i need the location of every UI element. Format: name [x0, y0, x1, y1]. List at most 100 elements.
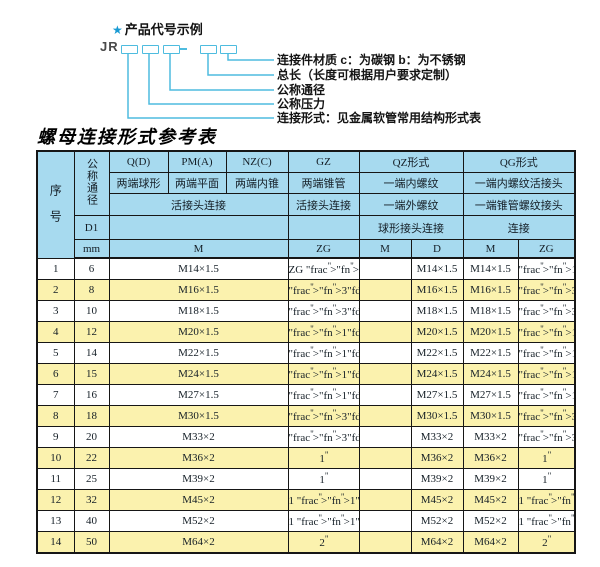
table-row: 920M33×2"frac">"fn">3"fd">4"M33×2M33×2"f… — [36, 426, 576, 448]
header-unit-qz-d: D — [410, 239, 464, 259]
cell-qg-m: M30×1.5 — [462, 405, 519, 427]
cell-qg-zg: "frac">"fn">1"fd">2" — [517, 342, 576, 364]
cell-m: M24×1.5 — [108, 363, 289, 385]
header-conn2-qz: 球形接头连接 — [358, 215, 464, 240]
cell-qz-m — [358, 342, 412, 364]
header-desc-nzc: 两端内锥 — [225, 172, 289, 194]
cell-seq: 6 — [36, 363, 75, 385]
cell-qg-m: M39×2 — [462, 468, 519, 490]
cell-qg-zg: 2" — [517, 531, 576, 554]
table-row: 615M24×1.5"frac">"fn">1"fd">2"M24×1.5M24… — [36, 363, 576, 385]
cell-dn: 32 — [73, 489, 110, 511]
cell-m: M20×1.5 — [108, 321, 289, 343]
cell-qg-m: M16×1.5 — [462, 279, 519, 301]
cell-dn: 22 — [73, 447, 110, 469]
cell-qg-m: M36×2 — [462, 447, 519, 469]
cell-gz-zg: 1 "frac">"fn">1"fd">4" — [287, 489, 360, 511]
cell-gz-zg: "frac">"fn">3"fd">4" — [287, 426, 360, 448]
cell-dn: 14 — [73, 342, 110, 364]
header-conn-gz: 活接头连接 — [287, 193, 360, 216]
cell-qg-m: M22×1.5 — [462, 342, 519, 364]
cell-gz-zg: 1" — [287, 468, 360, 490]
cell-qz-d: M24×1.5 — [410, 363, 464, 385]
cell-qz-m — [358, 447, 412, 469]
product-code-diagram: ★ 产品代号示例 JR 连接件材质 c：为碳钢 b：为不锈钢 总长（长度可根据用户要… — [0, 0, 600, 150]
cell-qz-m — [358, 363, 412, 385]
cell-qg-zg: "frac">"fn">3"fd">8" — [517, 300, 576, 322]
code-box-5 — [220, 45, 237, 54]
cell-gz-zg: 2" — [287, 531, 360, 554]
cell-seq: 1 — [36, 257, 75, 280]
cell-qg-zg: "frac">"fn">1"fd">2" — [517, 363, 576, 385]
cell-qz-m — [358, 489, 412, 511]
diagram-label: 连接件材质 c：为碳钢 b：为不锈钢 — [277, 53, 466, 67]
cell-qg-zg: "frac">"fn">1"fd">2" — [517, 384, 576, 406]
header-unit-qg-m: M — [462, 239, 519, 259]
cell-qg-m: M20×1.5 — [462, 321, 519, 343]
cell-qz-m — [358, 426, 412, 448]
cell-qz-d: M30×1.5 — [410, 405, 464, 427]
cell-qz-m — [358, 300, 412, 322]
cell-dn: 18 — [73, 405, 110, 427]
cell-seq: 3 — [36, 300, 75, 322]
diagram-label: 连接形式：见金属软管常用结构形式表 — [277, 111, 482, 125]
diagram-label: 总长（长度可根据用户要求定制） — [277, 68, 458, 82]
cell-qz-m — [358, 257, 412, 280]
cell-qg-zg: "frac">"fn">3"fd">8" — [517, 279, 576, 301]
cell-qz-m — [358, 405, 412, 427]
diagram-label: 公称压力 — [277, 97, 326, 111]
cell-qz-d: M27×1.5 — [410, 384, 464, 406]
cell-qz-d: M18×1.5 — [410, 300, 464, 322]
cell-qz-d: M20×1.5 — [410, 321, 464, 343]
cell-qg-zg: 1" — [517, 468, 576, 490]
cell-m: M30×1.5 — [108, 405, 289, 427]
cell-qz-d: M64×2 — [410, 531, 464, 554]
cell-dn: 50 — [73, 531, 110, 554]
cell-qz-d: M45×2 — [410, 489, 464, 511]
callout-lines — [127, 53, 274, 119]
cell-qg-zg: "frac">"fn">1"fd">4" — [517, 257, 576, 280]
star-icon: ★ — [112, 23, 123, 37]
cell-gz-zg: "frac">"fn">1"fd">2" — [287, 321, 360, 343]
cell-qg-zg: 1" — [517, 447, 576, 469]
cell-dn: 12 — [73, 321, 110, 343]
nut-connection-reference-table: 序号 公称通径 Q(D) PM(A) NZ(C) GZ QZ形式 QG形式 两端… — [36, 150, 577, 554]
diagram-heading-text: 产品代号示例 — [124, 22, 203, 37]
cell-qg-zg: 1 "frac">"fn">1"fd">2" — [517, 510, 576, 532]
table-row: 310M18×1.5"frac">"fn">3"fd">8"M18×1.5M18… — [36, 300, 576, 322]
code-dash — [180, 48, 187, 50]
cell-m: M33×2 — [108, 426, 289, 448]
cell-seq: 4 — [36, 321, 75, 343]
cell-seq: 9 — [36, 426, 75, 448]
cell-qg-m: M18×1.5 — [462, 300, 519, 322]
header-blank-1 — [108, 215, 289, 240]
header-unit-qg-zg: ZG — [517, 239, 576, 259]
cell-qg-m: M27×1.5 — [462, 384, 519, 406]
cell-qz-m — [358, 321, 412, 343]
header-desc-qd: 两端球形 — [108, 172, 169, 194]
cell-seq: 14 — [36, 531, 75, 554]
code-box-2 — [142, 45, 159, 54]
cell-qg-zg: 1 "frac">"fn">1"fd">4" — [517, 489, 576, 511]
cell-gz-zg: "frac">"fn">3"fd">4" — [287, 405, 360, 427]
table-row: 818M30×1.5"frac">"fn">3"fd">4"M30×1.5M30… — [36, 405, 576, 427]
cell-gz-zg: ZG "frac">"fn">1"fd">4" — [287, 257, 360, 280]
header-conn-qg: 一端锥管螺纹接头 — [462, 193, 576, 216]
cell-qg-zg: "frac">"fn">1"fd">2" — [517, 321, 576, 343]
header-conn-qz: 一端外螺纹 — [358, 193, 464, 216]
header-desc-pma: 两端平面 — [167, 172, 227, 194]
cell-gz-zg: "frac">"fn">1"fd">2" — [287, 363, 360, 385]
cell-gz-zg: 1 "frac">"fn">1"fd">2" — [287, 510, 360, 532]
table-row: 11 25 M39×2 1" M39×2 M39×2 1" — [36, 468, 576, 490]
cell-qz-d: M39×2 — [410, 468, 464, 490]
cell-m: M16×1.5 — [108, 279, 289, 301]
cell-qg-m: M33×2 — [462, 426, 519, 448]
cell-seq: 11 — [36, 468, 75, 490]
cell-qg-m: M64×2 — [462, 531, 519, 554]
cell-seq: 7 — [36, 384, 75, 406]
cell-qg-m: M24×1.5 — [462, 363, 519, 385]
header-unit-m: M — [108, 239, 289, 259]
code-box-3 — [163, 45, 180, 54]
